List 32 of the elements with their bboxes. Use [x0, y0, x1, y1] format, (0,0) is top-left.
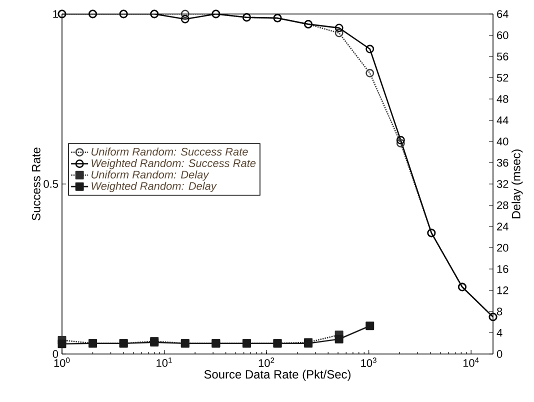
x-tick-label: 10$^{2}$: [258, 358, 274, 367]
y2-tick-label: 56: [496, 52, 508, 60]
y2-tick-label: 32: [496, 180, 508, 188]
legend-label: Uniform Random: Delay: [92, 170, 210, 181]
y-tick-label: 1: [53, 10, 58, 18]
y2-tick-label: 40: [496, 138, 508, 146]
legend-label: Uniform Random: Success Rate: [92, 148, 248, 156]
y2-tick-label: 12: [497, 286, 508, 294]
x-axis-title: Source Data Rate (Pkt/Sec): [204, 370, 350, 381]
y2-tick-label: 8: [497, 308, 502, 316]
y2-tick-label: 36: [496, 158, 508, 167]
y2-axis-title: Delay (msec): [512, 150, 523, 218]
y2-tick-label: 4: [496, 328, 502, 337]
y2-tick-label: 52: [496, 74, 508, 82]
y-tick-label: 0: [52, 350, 58, 358]
y2-tick-label: 48: [496, 95, 508, 103]
legend-label: Weighted Random: Success Rate: [92, 159, 256, 170]
x-tick-label: 10$^{0}$: [54, 358, 70, 367]
y2-tick-label: 64: [497, 10, 508, 18]
y2-tick-label: 60: [497, 31, 508, 40]
x-tick-label: 10$^{1}$: [156, 358, 172, 367]
y2-tick-label: 0: [496, 350, 502, 358]
y2-tick-label: 28: [497, 201, 508, 210]
y2-tick-label: 20: [497, 244, 508, 252]
y2-tick-label: 44: [496, 116, 508, 124]
y-axis-title: Success Rate: [32, 148, 40, 220]
x-tick-label: 10$^{3}$: [361, 358, 376, 367]
y-tick-label: 0.5: [44, 180, 58, 188]
legend-label: Weighted Random: Delay: [92, 182, 217, 192]
y2-tick-label: 24: [497, 222, 508, 230]
y2-tick-label: 16: [497, 265, 508, 273]
x-tick-label: 10$^{4}$: [463, 358, 479, 367]
